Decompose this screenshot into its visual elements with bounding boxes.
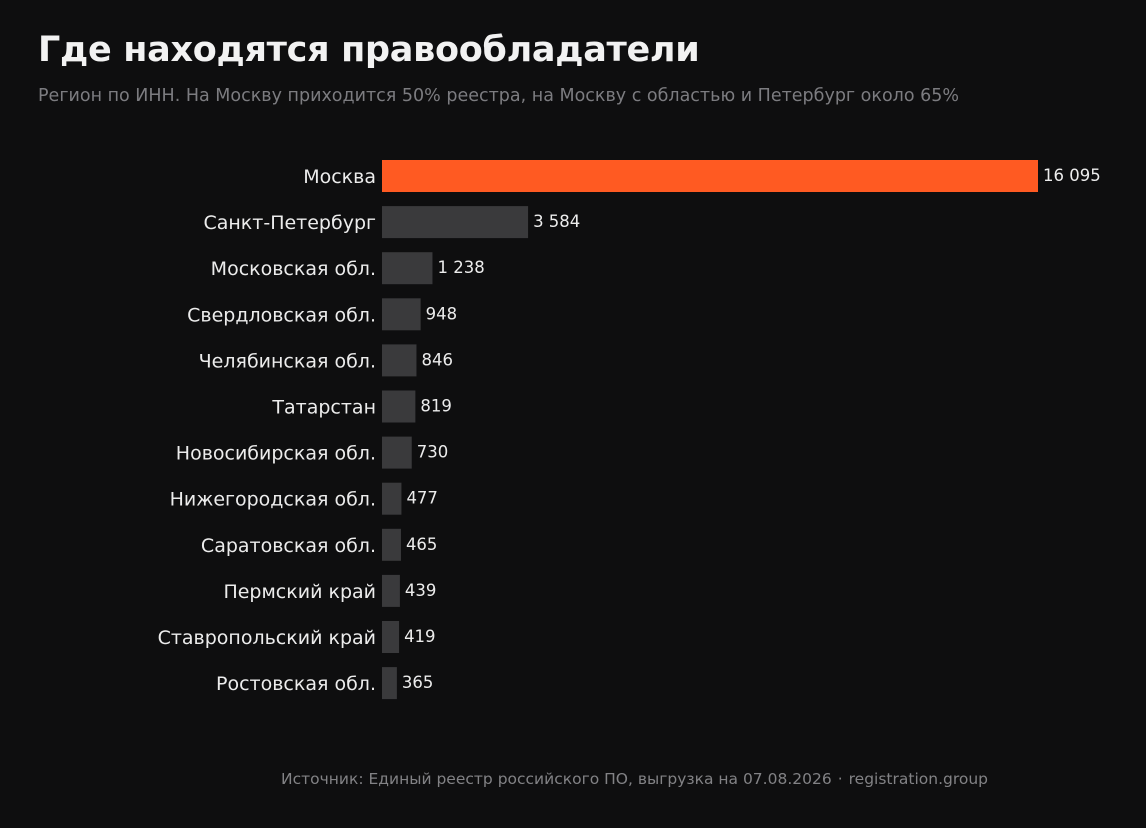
bar-10 [382, 621, 400, 653]
value-label: 419 [404, 627, 436, 646]
category-label: Ставропольский край [158, 627, 376, 649]
category-label: Свердловская обл. [187, 304, 376, 326]
category-label: Челябинская обл. [199, 350, 376, 372]
bar-7 [382, 482, 402, 515]
bar-5 [382, 390, 416, 423]
source-text: Источник: Единый реестр российского ПО, … [281, 770, 832, 788]
value-label: 948 [426, 304, 458, 323]
value-label: 1 238 [437, 258, 484, 277]
value-label: 465 [406, 535, 438, 554]
bar-9 [382, 574, 400, 607]
value-label: 16 095 [1043, 166, 1101, 185]
bar-11 [382, 667, 397, 700]
category-label: Москва [303, 166, 376, 188]
bar-2 [382, 252, 433, 285]
category-label: Пермский край [223, 581, 376, 603]
category-label: Санкт-Петербург [203, 212, 376, 234]
value-label: 3 584 [533, 212, 580, 231]
value-label: 730 [417, 443, 449, 462]
bar-0 [382, 160, 1038, 192]
value-label: 846 [421, 350, 453, 369]
chart-subtitle: Регион по ИНН. На Москву приходится 50% … [38, 86, 960, 106]
footer-separator: · [837, 770, 843, 788]
value-label: 477 [406, 489, 438, 508]
value-label: 439 [405, 581, 437, 600]
source-site: registration.group [848, 770, 989, 788]
category-label: Новосибирская обл. [176, 443, 376, 465]
category-label: Саратовская обл. [201, 535, 376, 557]
category-label: Нижегородская обл. [170, 489, 376, 511]
bar-8 [382, 528, 401, 561]
category-label: Московская обл. [211, 258, 376, 280]
bar-3 [382, 298, 421, 331]
value-label: 365 [402, 673, 434, 692]
chart-title: Где находятся правообладатели [38, 30, 700, 70]
value-label: 819 [420, 397, 452, 416]
bar-4 [382, 344, 417, 377]
bar-1 [382, 206, 529, 239]
category-label: Ростовская обл. [216, 673, 376, 695]
source-footer: Источник: Единый реестр российского ПО, … [281, 770, 988, 788]
bar-6 [382, 436, 412, 469]
category-label: Татарстан [271, 397, 376, 419]
